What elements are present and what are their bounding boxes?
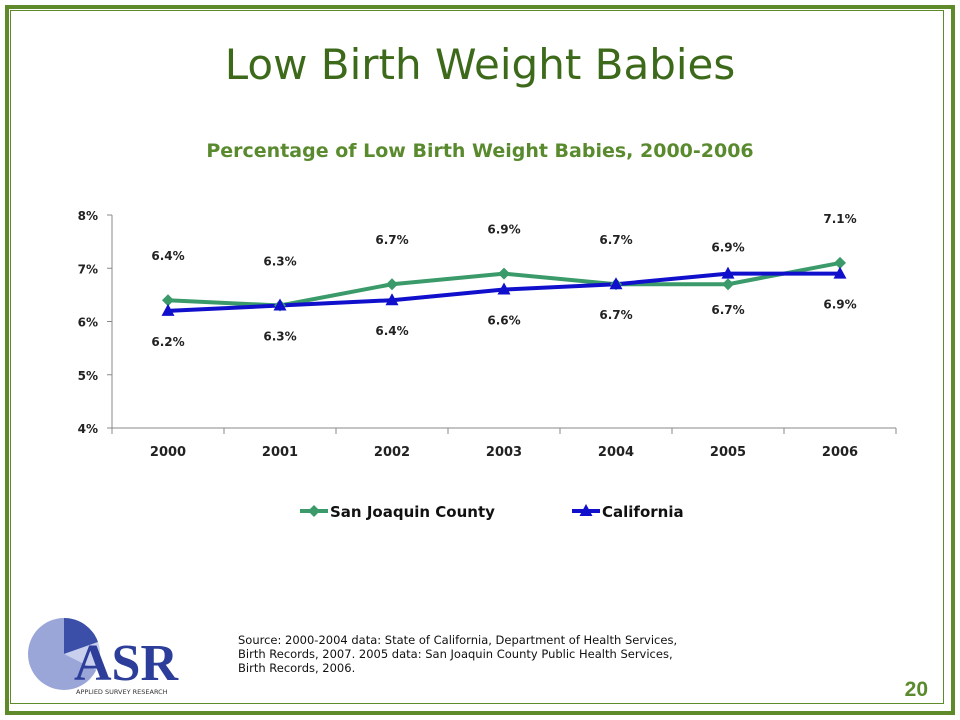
- san-joaquin-data-label: 6.7%: [711, 303, 744, 317]
- logo-pie-slice: [64, 642, 100, 670]
- california-point: [721, 266, 735, 279]
- y-tick-label: 4%: [78, 422, 98, 436]
- california-point: [497, 282, 511, 295]
- slide-frame: [5, 5, 955, 715]
- san-joaquin-data-label: 6.3%: [263, 255, 296, 269]
- san-joaquin-point: [834, 256, 846, 269]
- x-tick-label: 2004: [598, 445, 634, 460]
- y-tick-label: 5%: [78, 369, 98, 383]
- y-tick-label: 8%: [78, 209, 98, 223]
- legend-marker: [579, 504, 593, 516]
- california-point: [273, 298, 287, 311]
- x-tick-label: 2005: [710, 445, 746, 460]
- x-tick-label: 2006: [822, 445, 858, 460]
- y-tick-label: 7%: [78, 262, 98, 276]
- logo-text: ASR: [74, 635, 179, 692]
- page-number: 20: [904, 678, 928, 701]
- logo-subtext: APPLIED SURVEY RESEARCH: [76, 688, 168, 696]
- y-tick-label: 6%: [78, 316, 98, 330]
- california-point: [385, 293, 399, 306]
- california-data-label: 6.6%: [487, 314, 520, 328]
- california-point: [609, 277, 623, 290]
- asr-logo: ASR APPLIED SURVEY RESEARCH: [28, 617, 179, 696]
- san-joaquin-point: [386, 278, 398, 291]
- california-point: [161, 303, 175, 316]
- san-joaquin-data-label: 7.1%: [823, 212, 856, 226]
- california-data-label: 6.4%: [375, 324, 408, 338]
- x-tick-label: 2001: [262, 445, 298, 460]
- logo-pie-slice: [64, 617, 98, 654]
- san-joaquin-data-label: 6.9%: [487, 223, 520, 237]
- x-tick-label: 2002: [374, 445, 410, 460]
- legend-marker: [308, 505, 320, 517]
- legend-label: San Joaquin County: [330, 503, 495, 521]
- slide-title: Low Birth Weight Babies: [224, 40, 736, 89]
- san-joaquin-data-label: 6.4%: [151, 249, 184, 263]
- san-joaquin-point: [162, 294, 174, 307]
- san-joaquin-point: [722, 278, 734, 291]
- source-note: Source: 2000-2004 data: State of Califor…: [238, 633, 678, 675]
- california-data-label: 6.3%: [263, 330, 296, 344]
- legend-label: California: [602, 503, 684, 521]
- x-tick-label: 2003: [486, 445, 522, 460]
- california-data-label: 6.9%: [711, 241, 744, 255]
- california-data-label: 6.9%: [823, 298, 856, 312]
- chart-title: Percentage of Low Birth Weight Babies, 2…: [206, 140, 754, 162]
- california-point: [833, 266, 847, 279]
- california-data-label: 6.7%: [599, 308, 632, 322]
- california-data-label: 6.2%: [151, 335, 184, 349]
- san-joaquin-point: [498, 267, 510, 280]
- san-joaquin-data-label: 6.7%: [599, 233, 632, 247]
- x-tick-label: 2000: [150, 445, 186, 460]
- san-joaquin-data-label: 6.7%: [375, 233, 408, 247]
